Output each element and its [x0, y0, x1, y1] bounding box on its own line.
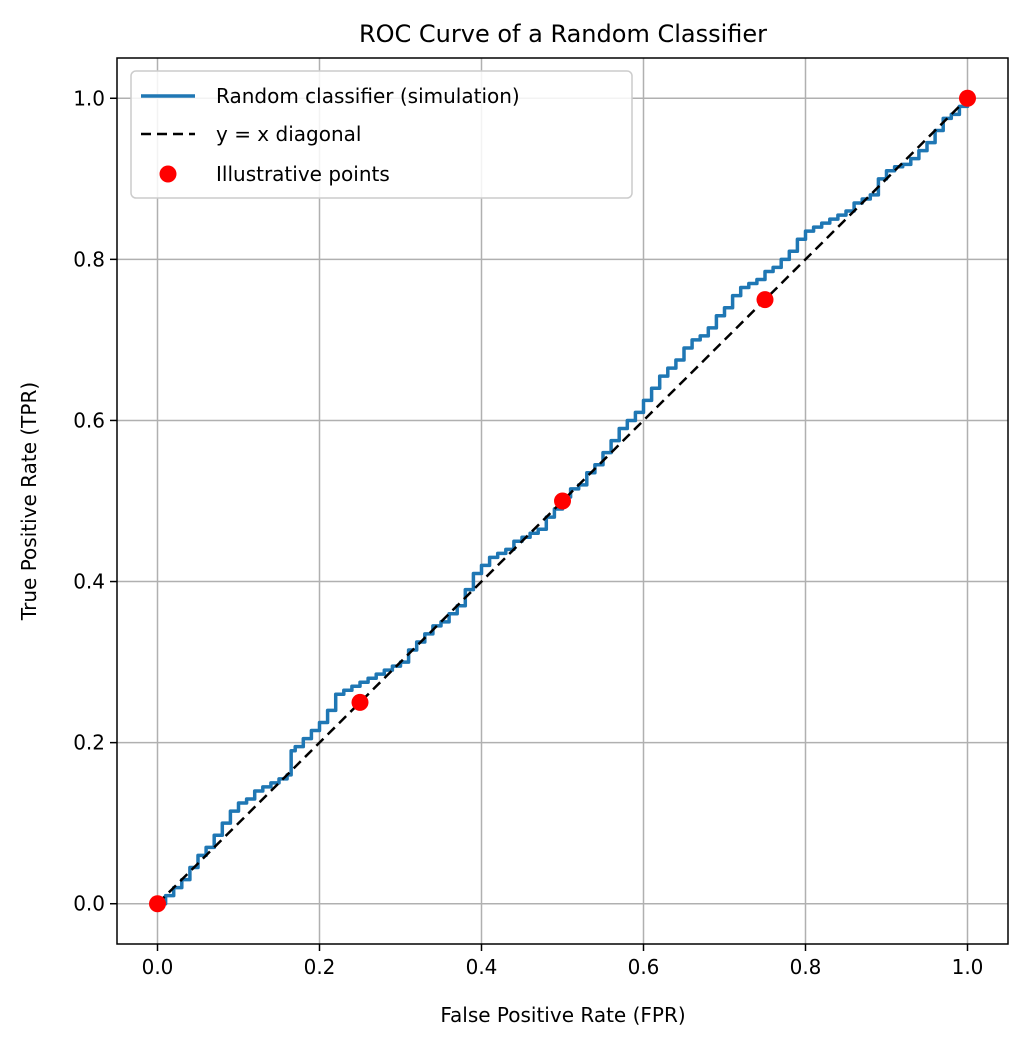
x-tick-label: 0.8	[790, 955, 822, 979]
y-tick-label: 0.8	[73, 247, 105, 271]
y-tick-label: 0.6	[73, 408, 105, 432]
legend-label-diagonal: y = x diagonal	[216, 122, 361, 146]
plot-frame	[116, 57, 1009, 945]
y-tick-label: 0.4	[73, 570, 105, 594]
scatter-point	[149, 895, 166, 913]
legend-marker-points	[159, 165, 177, 183]
series-line-diagonal	[156, 97, 969, 905]
y-tick-label: 0.2	[73, 731, 105, 755]
x-tick-label: 0.0	[142, 955, 174, 979]
grid-layer	[117, 58, 1008, 944]
data-layer	[149, 89, 976, 913]
x-tick-label: 0.6	[628, 955, 660, 979]
x-axis-label: False Positive Rate (FPR)	[440, 1003, 685, 1027]
legend-box	[130, 70, 633, 199]
y-tick-label: 0.0	[73, 892, 105, 916]
scatter-point	[756, 291, 774, 309]
legend-label-points: Illustrative points	[216, 162, 390, 186]
y-axis-label: True Positive Rate (TPR)	[17, 382, 41, 621]
legend-label-simulation: Random classifier (simulation)	[216, 84, 520, 108]
legend: Random classifier (simulation) y = x dia…	[130, 70, 633, 199]
scatter-point	[351, 693, 369, 711]
x-tick-label: 1.0	[952, 955, 984, 979]
y-tick-label: 1.0	[73, 86, 105, 110]
x-tick-label: 0.4	[466, 955, 498, 979]
scatter-point	[959, 89, 976, 107]
scatter-point	[554, 492, 571, 510]
x-tick-label: 0.2	[304, 955, 336, 979]
tick-layer: 0.0 0.2 0.4 0.6 0.8 1.0 0.0 0.2 0.4 0.6 0.8 1.0	[73, 86, 983, 979]
chart-title: ROC Curve of a Random Classifier	[359, 20, 767, 48]
